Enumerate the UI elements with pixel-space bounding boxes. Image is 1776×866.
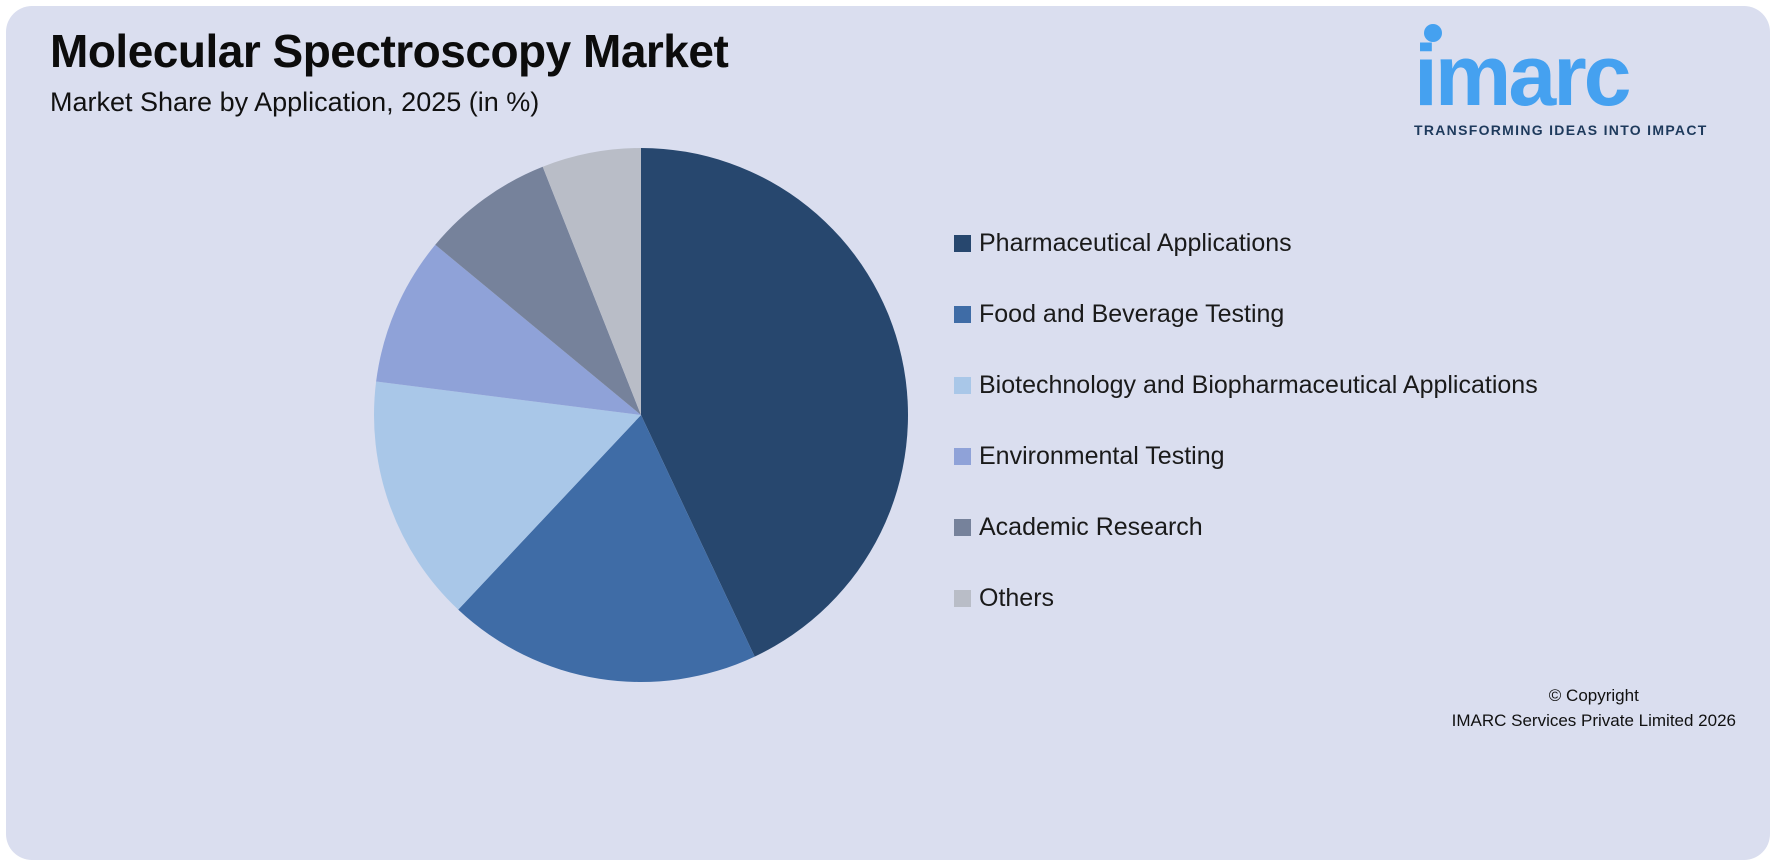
pie-slice-1 bbox=[641, 148, 908, 657]
pie-slice-2 bbox=[458, 415, 755, 682]
pie-slice-4 bbox=[376, 244, 641, 415]
header: Molecular Spectroscopy Market Market Sha… bbox=[50, 25, 729, 118]
legend-label: Others bbox=[979, 584, 1055, 612]
legend-label: Biotechnology and Biopharmaceutical Appl… bbox=[979, 371, 1538, 399]
legend-swatch bbox=[954, 234, 971, 252]
pie-slice-3 bbox=[374, 381, 641, 610]
legend-swatch bbox=[954, 447, 971, 465]
legend-label: Environmental Testing bbox=[979, 442, 1225, 470]
pie-chart bbox=[374, 148, 908, 682]
logo-wordmark: imarc bbox=[1414, 28, 1632, 124]
legend-item: Biotechnology and Biopharmaceutical Appl… bbox=[954, 370, 1538, 400]
legend-swatch bbox=[954, 589, 971, 607]
legend-swatch bbox=[954, 305, 971, 323]
pie-slice-6 bbox=[542, 148, 641, 415]
copyright-line2: IMARC Services Private Limited 2026 bbox=[1451, 710, 1736, 730]
legend-item: Academic Research bbox=[954, 512, 1538, 542]
legend-item: Food and Beverage Testing bbox=[954, 299, 1538, 329]
pie-slice-5 bbox=[435, 166, 641, 415]
legend-item: Pharmaceutical Applications bbox=[954, 228, 1538, 258]
legend: Pharmaceutical Applications Food and Beve… bbox=[954, 228, 1538, 613]
legend-swatch bbox=[954, 376, 971, 394]
copyright: © Copyright IMARC Services Private Limit… bbox=[1452, 684, 1736, 733]
logo-tagline: TRANSFORMING IDEAS INTO IMPACT bbox=[1414, 121, 1708, 138]
imarc-logo: imarc TRANSFORMING IDEAS INTO IMPACT bbox=[1414, 18, 1734, 138]
copyright-line1: © Copyright bbox=[1548, 686, 1639, 705]
legend-swatch bbox=[954, 518, 971, 536]
page-title: Molecular Spectroscopy Market bbox=[50, 25, 729, 77]
logo-dot-icon bbox=[1424, 24, 1442, 42]
legend-label: Academic Research bbox=[979, 513, 1203, 541]
infographic-canvas: Molecular Spectroscopy Market Market Sha… bbox=[6, 6, 1770, 860]
legend-item: Environmental Testing bbox=[954, 441, 1538, 471]
legend-label: Pharmaceutical Applications bbox=[979, 229, 1292, 257]
legend-item: Others bbox=[954, 583, 1538, 613]
page-subtitle: Market Share by Application, 2025 (in %) bbox=[50, 86, 540, 117]
legend-label: Food and Beverage Testing bbox=[979, 300, 1285, 328]
